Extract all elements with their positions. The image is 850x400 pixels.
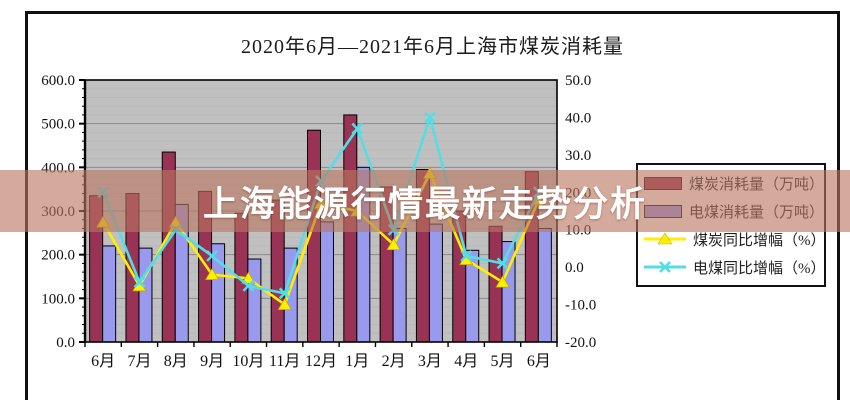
svg-text:-10.0: -10.0 (565, 298, 596, 314)
svg-text:3月: 3月 (418, 353, 442, 370)
svg-text:500.0: 500.0 (41, 117, 75, 133)
svg-text:30.0: 30.0 (565, 148, 591, 164)
svg-text:10月: 10月 (232, 353, 264, 370)
legend-label: 电煤同比增幅（%） (693, 260, 826, 277)
svg-text:6月: 6月 (527, 353, 551, 370)
svg-text:40.0: 40.0 (565, 110, 591, 126)
watermark-text: 上海能源行情最新走势分析 (202, 184, 647, 224)
svg-text:9月: 9月 (200, 353, 224, 370)
chart-title: 2020年6月—2021年6月上海市煤炭消耗量 (241, 36, 624, 58)
legend-item-power-coal-yoy: 电煤同比增幅（%） (644, 254, 826, 280)
coal-yoy-line-swatch-icon (644, 232, 686, 245)
svg-text:4月: 4月 (454, 353, 478, 370)
svg-text:50.0: 50.0 (565, 73, 591, 89)
svg-text:-20.0: -20.0 (565, 335, 596, 351)
x-axis: 6月 7月 8月 9月 10月 11月 12月 1月 2月 3月 4月 5月 6月 (84, 342, 558, 370)
svg-text:600.0: 600.0 (41, 73, 75, 89)
svg-text:8月: 8月 (164, 353, 188, 370)
svg-text:100.0: 100.0 (41, 291, 75, 307)
legend-item-coal-yoy: 煤炭同比增幅（%） (644, 226, 826, 252)
svg-text:2月: 2月 (382, 353, 406, 370)
watermark-banner: 上海能源行情最新走势分析 (0, 170, 850, 232)
svg-text:0.0: 0.0 (565, 260, 584, 276)
svg-text:1月: 1月 (345, 353, 369, 370)
svg-text:0.0: 0.0 (56, 335, 75, 351)
legend-label: 煤炭同比增幅（%） (693, 232, 826, 249)
svg-text:7月: 7月 (127, 353, 151, 370)
svg-text:11月: 11月 (269, 353, 300, 370)
svg-text:200.0: 200.0 (41, 248, 75, 264)
power-coal-yoy-line-swatch-icon (644, 261, 686, 273)
svg-text:6月: 6月 (91, 353, 115, 370)
svg-text:5月: 5月 (491, 353, 515, 370)
svg-text:12月: 12月 (305, 353, 337, 370)
